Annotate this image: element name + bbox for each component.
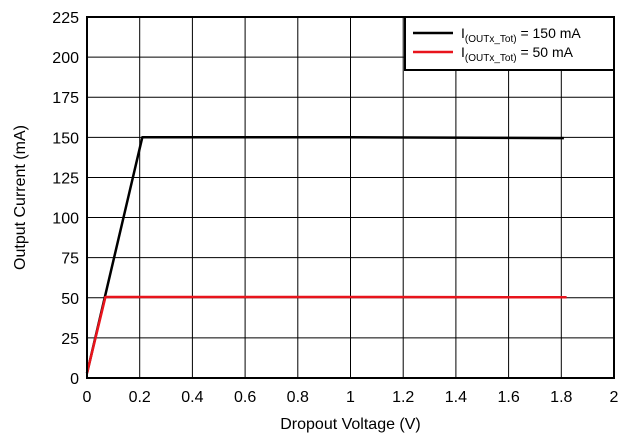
x-axis-title: Dropout Voltage (V): [280, 416, 421, 433]
legend: I(OUTx_Tot) = 150 mAI(OUTx_Tot) = 50 mA: [404, 16, 615, 71]
y-axis-title: Output Current (mA): [12, 125, 29, 270]
y-tick-label: 100: [52, 211, 79, 228]
x-tick-label: 0.4: [181, 389, 203, 406]
x-tick-label: 1.4: [445, 389, 467, 406]
x-tick-label: 1: [346, 389, 355, 406]
y-tick-label: 0: [70, 371, 79, 388]
series-layer: [85, 136, 567, 374]
y-tick-labels: 0 25 50 75 100 125 150 175 200 225: [52, 10, 79, 388]
series-line-0: [85, 136, 564, 374]
x-tick-label: 0.6: [234, 389, 256, 406]
x-tick-label: 0.8: [287, 389, 309, 406]
x-tick-label: 0: [83, 389, 92, 406]
legend-label-0: I(OUTx_Tot) = 150 mA: [461, 25, 581, 45]
y-tick-label: 50: [61, 291, 79, 308]
x-tick-label: 0.2: [129, 389, 151, 406]
legend-label-1: I(OUTx_Tot) = 50 mA: [461, 44, 574, 64]
y-tick-label: 150: [52, 130, 79, 147]
y-tick-label: 125: [52, 170, 79, 187]
y-tick-label: 175: [52, 90, 79, 107]
x-tick-labels: 0 0.2 0.4 0.6 0.8 1 1.2 1.4 1.6 1.8 2: [83, 389, 619, 406]
x-tick-label: 2: [610, 389, 619, 406]
plot-frame: [86, 16, 615, 379]
y-tick-label: 25: [61, 331, 79, 348]
y-tick-label: 75: [61, 251, 79, 268]
x-tick-label: 1.6: [497, 389, 519, 406]
y-tick-label: 200: [52, 50, 79, 67]
series-line-1: [85, 295, 567, 374]
y-tick-label: 225: [52, 10, 79, 27]
x-tick-label: 1.2: [392, 389, 414, 406]
legend-box: [404, 16, 615, 71]
grid: [86, 16, 615, 379]
x-tick-label: 1.8: [550, 389, 572, 406]
